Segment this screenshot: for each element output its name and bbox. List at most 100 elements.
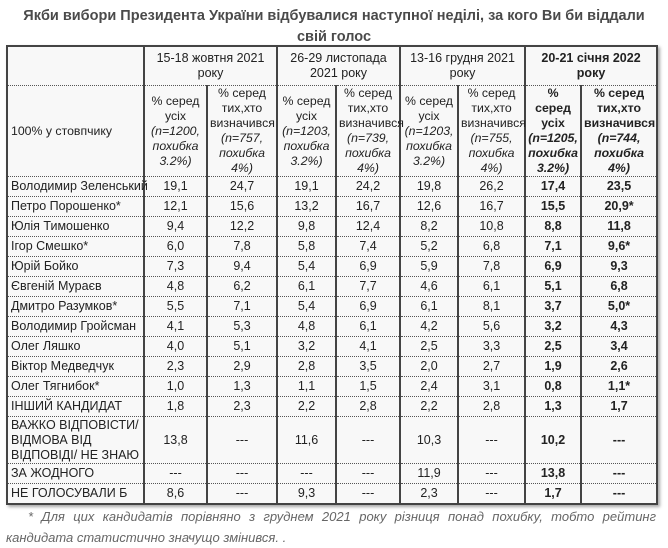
candidate-name: ВАЖКО ВІДПОВІСТИ/ ВІДМОВА ВІД ВІДПОВІДІ/…	[6, 416, 145, 464]
period-header-jan-2022: 20-21 січня 2022 року	[524, 45, 659, 86]
value-cell: ---	[580, 483, 659, 505]
value-cell: 10,2	[524, 416, 583, 464]
value-cell: 1,3	[205, 376, 279, 397]
value-cell: 5,9	[399, 256, 460, 277]
value-cell: 5,1	[205, 336, 279, 357]
value-cell: 4,6	[399, 276, 460, 297]
value-cell: 5,3	[205, 316, 279, 337]
subheader-cell: % серед усіх (n=1203, похибка 3.2%)	[276, 85, 338, 177]
value-cell: 2,5	[399, 336, 460, 357]
candidate-name: Дмитро Разумков*	[6, 296, 145, 317]
value-cell: 20,9*	[580, 196, 659, 217]
candidate-name: ЗА ЖОДНОГО	[6, 463, 145, 484]
value-cell: 2,6	[580, 356, 659, 377]
value-cell: 3,2	[524, 316, 583, 337]
value-cell: 10,3	[399, 416, 460, 464]
footnote-line-1: * Для цих кандидатів порівняно з груднем…	[28, 509, 656, 524]
candidate-name: Петро Порошенко*	[6, 196, 145, 217]
subheader-cell: % серед тих,хто визначився (n=755, похибк…	[457, 85, 527, 177]
value-cell: 15,6	[205, 196, 279, 217]
value-cell: ---	[580, 463, 659, 484]
value-cell: 19,1	[276, 176, 338, 197]
subheader-note: (n=1205, похибка 3.2%)	[528, 131, 578, 175]
value-cell: 2,3	[399, 483, 460, 505]
subheader-cell: % серед тих,хто визначився (n=739, похибк…	[335, 85, 404, 177]
value-cell: ---	[580, 416, 659, 464]
value-cell: 2,8	[276, 356, 338, 377]
value-cell: 9,8	[276, 216, 338, 237]
value-cell: ---	[143, 463, 208, 484]
value-cell: 3,5	[335, 356, 402, 377]
subheader-row: 100% у стовпчику % серед усіх (n=1200, по…	[6, 85, 659, 177]
value-cell: ---	[335, 463, 402, 484]
value-cell: 2,7	[457, 356, 527, 377]
subheader-cell: % серед усіх (n=1205, похибка 3.2%)	[524, 85, 583, 177]
value-cell: 11,6	[276, 416, 338, 464]
subheader-cell: % серед усіх (n=1200, похибка 3.2%)	[143, 85, 208, 177]
value-cell: 11,8	[580, 216, 659, 237]
value-cell: 6,9	[335, 296, 402, 317]
value-cell: 4,0	[143, 336, 208, 357]
value-cell: 3,2	[276, 336, 338, 357]
value-cell: 6,1	[457, 276, 527, 297]
value-cell: 9,3	[276, 483, 338, 505]
value-cell: 5,1	[524, 276, 583, 297]
subheader-cell: % серед тих,хто визначився (n=757, похибк…	[205, 85, 279, 177]
value-cell: 12,6	[399, 196, 460, 217]
subheader-note: (n=744, похибка 4%)	[594, 131, 644, 175]
page-title: Якби вибори Президента України відбували…	[0, 6, 668, 48]
table-row: ІНШИЙ КАНДИДАТ 1,8 2,3 2,2 2,8 2,2 2,8 1,3 1,7	[6, 396, 659, 417]
value-cell: 12,1	[143, 196, 208, 217]
value-cell: ---	[205, 416, 279, 464]
candidate-name: Володимир Гройсман	[6, 316, 145, 337]
value-cell: 6,9	[335, 256, 402, 277]
value-cell: 9,4	[143, 216, 208, 237]
table-row: Ігор Смешко* 6,0 7,8 5,8 7,4 5,2 6,8 7,1 9,6*	[6, 236, 659, 257]
value-cell: 1,9	[524, 356, 583, 377]
value-cell: ---	[457, 416, 527, 464]
candidate-name: Віктор Медведчук	[6, 356, 145, 377]
value-cell: 8,6	[143, 483, 208, 505]
value-cell: 13,8	[524, 463, 583, 484]
period-header-dec-2021: 13-16 грудня 2021 року	[399, 45, 527, 86]
value-cell: 2,0	[399, 356, 460, 377]
value-cell: 13,2	[276, 196, 338, 217]
value-cell: 9,6*	[580, 236, 659, 257]
empty-corner-cell	[6, 45, 145, 86]
value-cell: 2,4	[399, 376, 460, 397]
subheader-note: (n=757, похибка 4%)	[219, 131, 265, 175]
value-cell: 1,1	[276, 376, 338, 397]
subheader-note: (n=1200, похибка 3.2%)	[151, 123, 200, 168]
value-cell: 9,3	[580, 256, 659, 277]
candidate-name: Юрій Бойко	[6, 256, 145, 277]
subheader-main: % серед тих,хто визначився	[461, 86, 526, 130]
value-cell: 9,4	[205, 256, 279, 277]
candidate-name: Євгеній Мураєв	[6, 276, 145, 297]
table-row: Олег Ляшко 4,0 5,1 3,2 4,1 2,5 3,3 2,5 3,4	[6, 336, 659, 357]
table-row: Юлія Тимошенко 9,4 12,2 9,8 12,4 8,2 10,8 8,8 11…	[6, 216, 659, 237]
value-cell: 7,8	[205, 236, 279, 257]
subheader-main: % серед тих,хто визначився	[210, 86, 275, 130]
value-cell: 16,7	[335, 196, 402, 217]
table-row: Євгеній Мураєв 4,8 6,2 6,1 7,7 4,6 6,1 5,1 6,8	[6, 276, 659, 297]
table-row: Олег Тягнибок* 1,0 1,3 1,1 1,5 2,4 3,1 0,8 1,1*	[6, 376, 659, 397]
value-cell: 6,8	[457, 236, 527, 257]
candidate-name: НЕ ГОЛОСУВАЛИ Б	[6, 483, 145, 505]
value-cell: 7,7	[335, 276, 402, 297]
period-header-nov-2021: 26-29 листопада 2021 року	[276, 45, 402, 86]
value-cell: 6,2	[205, 276, 279, 297]
value-cell: 4,8	[143, 276, 208, 297]
candidate-name: Володимир Зеленський	[6, 176, 148, 197]
subheader-cell: % серед тих,хто визначився (n=744, похибк…	[580, 85, 659, 177]
value-cell: 24,2	[335, 176, 402, 197]
period-header-oct-2021: 15-18 жовтня 2021 року	[142, 45, 279, 86]
title-line-1: Якби вибори Президента України відбували…	[23, 8, 645, 24]
value-cell: ---	[276, 463, 338, 484]
value-cell: 2,3	[143, 356, 208, 377]
value-cell: 5,6	[457, 316, 527, 337]
value-cell: ---	[457, 483, 527, 505]
subheader-main: % серед усіх	[282, 93, 331, 123]
value-cell: 8,8	[524, 216, 583, 237]
value-cell: 7,8	[457, 256, 527, 277]
value-cell: 5,5	[143, 296, 208, 317]
